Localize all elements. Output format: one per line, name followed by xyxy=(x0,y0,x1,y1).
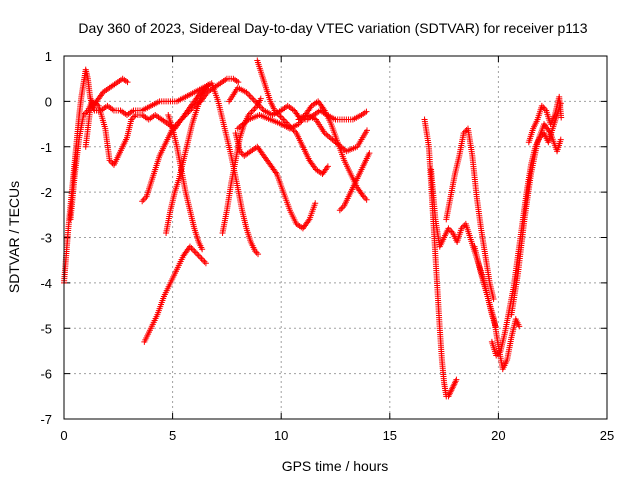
x-tick-label: 0 xyxy=(60,428,67,443)
data-point xyxy=(235,79,242,86)
data-point xyxy=(338,205,345,212)
y-tick-label: -5 xyxy=(40,321,52,336)
data-point xyxy=(277,113,284,120)
y-tick-label: -6 xyxy=(40,367,52,382)
plot-frame xyxy=(63,55,608,420)
data-point xyxy=(363,127,370,134)
data-point xyxy=(255,251,262,258)
data-point xyxy=(195,252,202,259)
series-arc-15 xyxy=(336,150,373,214)
y-tick-label: -1 xyxy=(40,140,52,155)
y-tick-label: 0 xyxy=(45,94,52,109)
data-point xyxy=(192,249,199,256)
data-point xyxy=(257,95,264,102)
data-point xyxy=(189,246,196,253)
data-point xyxy=(336,207,343,214)
series-arc-5 xyxy=(141,243,209,345)
series-arc-1 xyxy=(61,66,213,286)
series-arc-16 xyxy=(421,116,460,400)
data-point xyxy=(194,251,201,258)
series-arc-11 xyxy=(234,111,370,155)
data-point xyxy=(453,376,460,383)
data-point xyxy=(246,92,253,99)
data-point xyxy=(200,257,207,264)
data-point xyxy=(278,115,285,122)
data-point xyxy=(516,323,523,330)
data-point xyxy=(257,104,264,111)
series-arc-21 xyxy=(508,121,564,318)
chart-title: Day 360 of 2023, Sidereal Day-to-day VTE… xyxy=(78,20,587,36)
data-point xyxy=(139,198,146,205)
data-point xyxy=(363,196,370,203)
y-tick-label: -3 xyxy=(40,231,52,246)
data-point xyxy=(490,296,497,303)
data-points xyxy=(61,57,565,400)
x-axis-label: GPS time / hours xyxy=(282,458,389,474)
data-point xyxy=(248,108,255,115)
data-point xyxy=(201,258,208,265)
data-point xyxy=(558,114,565,121)
series-arc-19 xyxy=(471,243,523,373)
data-point xyxy=(324,163,331,170)
data-point xyxy=(199,246,206,253)
series-arc-14 xyxy=(295,98,370,203)
data-point xyxy=(249,107,256,114)
data-point xyxy=(202,260,209,267)
x-tick-label: 10 xyxy=(274,428,288,443)
x-tick-label: 20 xyxy=(491,428,505,443)
data-point xyxy=(198,255,205,262)
data-point xyxy=(557,136,564,143)
x-tick-label: 15 xyxy=(383,428,397,443)
data-point xyxy=(247,93,254,100)
data-point xyxy=(363,108,370,115)
y-axis-label: SDTVAR / TECUs xyxy=(6,181,22,293)
series-arc-18 xyxy=(443,125,497,303)
series-arc-9 xyxy=(202,80,262,258)
data-point xyxy=(312,200,319,207)
data-point xyxy=(251,105,258,112)
data-point xyxy=(366,150,373,157)
series-arc-13 xyxy=(232,130,319,232)
series-arc-12 xyxy=(254,57,331,177)
x-tick-label: 5 xyxy=(169,428,176,443)
data-point xyxy=(140,196,147,203)
grid xyxy=(64,56,607,419)
series-arc-7 xyxy=(165,111,206,253)
series-arc-3 xyxy=(82,75,131,150)
series-arc-22 xyxy=(525,93,565,146)
y-tick-label: 1 xyxy=(45,49,52,64)
y-tick-label: -7 xyxy=(40,412,52,427)
y-tick-label: -2 xyxy=(40,185,52,200)
data-point xyxy=(124,79,131,86)
x-tick-label: 25 xyxy=(600,428,614,443)
data-point xyxy=(249,95,256,102)
series-arc-6 xyxy=(163,81,212,236)
y-tick-label: -4 xyxy=(40,276,52,291)
data-point xyxy=(191,248,198,255)
data-point xyxy=(197,254,204,261)
data-point xyxy=(250,96,257,103)
